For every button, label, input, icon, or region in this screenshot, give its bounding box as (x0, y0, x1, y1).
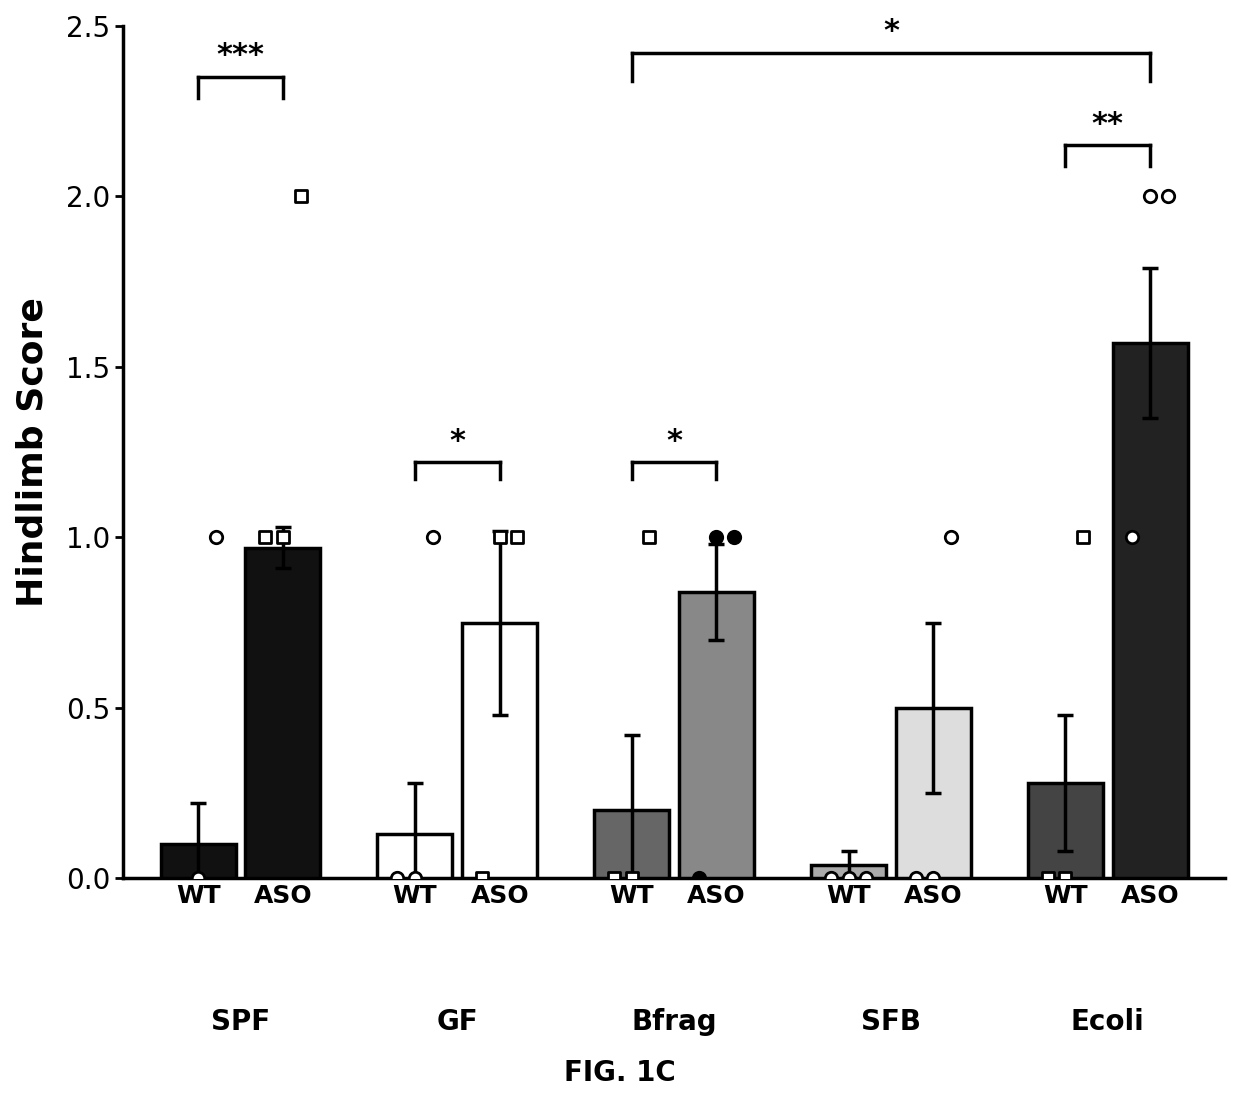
Point (206, 528, 226, 546)
Text: ***: *** (217, 42, 264, 70)
Text: Bfrag: Bfrag (631, 1008, 717, 1037)
Bar (161, 844, 236, 878)
Point (290, 188, 310, 205)
Text: GF: GF (436, 1008, 479, 1037)
Point (472, 870, 492, 887)
Point (1073, 528, 1092, 546)
Bar (895, 708, 971, 878)
Text: **: ** (1091, 110, 1123, 138)
Point (405, 870, 425, 887)
Point (905, 870, 925, 887)
Point (507, 528, 527, 546)
Point (387, 870, 407, 887)
Point (640, 528, 660, 546)
Point (604, 870, 624, 887)
Point (1158, 188, 1178, 205)
Bar (1028, 783, 1102, 878)
Point (941, 528, 961, 546)
Point (273, 528, 293, 546)
Point (490, 528, 510, 546)
Point (821, 870, 841, 887)
Bar (811, 865, 887, 878)
Bar (246, 548, 320, 878)
Text: SFB: SFB (861, 1008, 921, 1037)
Bar (680, 592, 754, 878)
Point (924, 870, 944, 887)
Point (724, 528, 744, 546)
Text: FIG. 1C: FIG. 1C (564, 1058, 676, 1087)
Point (689, 870, 709, 887)
Point (1055, 870, 1075, 887)
Point (1122, 528, 1142, 546)
Bar (463, 623, 537, 878)
Y-axis label: Hindlimb Score: Hindlimb Score (15, 298, 50, 607)
Bar (377, 834, 453, 878)
Point (1141, 188, 1161, 205)
Point (707, 528, 727, 546)
Point (838, 870, 858, 887)
Text: *: * (883, 18, 899, 46)
Point (1038, 870, 1058, 887)
Point (188, 870, 208, 887)
Text: SPF: SPF (211, 1008, 270, 1037)
Bar (594, 810, 670, 878)
Point (423, 528, 443, 546)
Text: *: * (449, 427, 465, 456)
Text: Ecoli: Ecoli (1071, 1008, 1145, 1037)
Point (857, 870, 877, 887)
Bar (1112, 343, 1188, 878)
Point (170, 876, 190, 894)
Point (621, 870, 641, 887)
Text: *: * (666, 427, 682, 456)
Point (255, 528, 275, 546)
